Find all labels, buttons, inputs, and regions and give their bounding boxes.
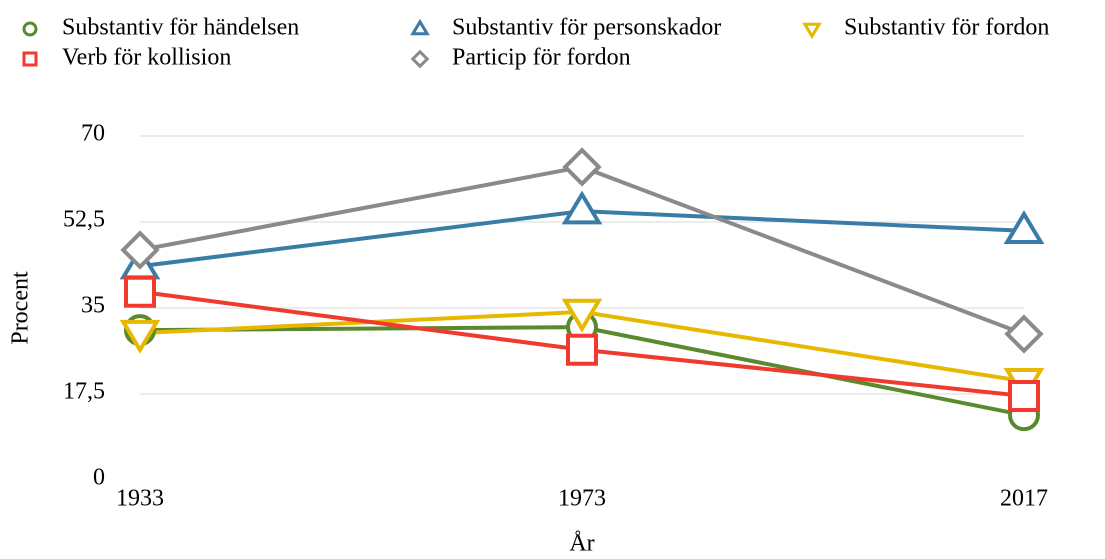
legend-label: Substantiv för händelsen bbox=[62, 15, 299, 41]
y-tick-label: 0 bbox=[93, 465, 105, 491]
legend-marker bbox=[410, 18, 430, 36]
legend-label: Substantiv för fordon bbox=[844, 15, 1049, 41]
legend-label: Substantiv för personskador bbox=[452, 15, 721, 41]
data-point bbox=[561, 190, 603, 225]
y-tick-label: 35 bbox=[81, 293, 105, 319]
data-point bbox=[561, 298, 603, 333]
x-tick-label: 1933 bbox=[116, 486, 164, 512]
data-point bbox=[1003, 210, 1045, 245]
legend-marker bbox=[22, 51, 38, 67]
y-axis-label: Procent bbox=[8, 271, 34, 345]
data-point bbox=[124, 275, 156, 308]
data-point bbox=[1004, 314, 1044, 354]
x-axis-label: År bbox=[569, 531, 594, 557]
legend-label: Verb för kollision bbox=[62, 45, 231, 71]
data-point bbox=[566, 333, 598, 366]
data-point bbox=[562, 147, 602, 187]
data-point bbox=[119, 319, 161, 354]
legend-marker bbox=[22, 21, 38, 37]
data-point bbox=[120, 230, 160, 270]
legend-marker bbox=[410, 49, 430, 69]
y-tick-label: 17,5 bbox=[63, 379, 105, 405]
data-point bbox=[1008, 379, 1040, 412]
x-tick-label: 1973 bbox=[558, 486, 606, 512]
y-tick-label: 70 bbox=[81, 121, 105, 147]
y-tick-label: 52,5 bbox=[63, 207, 105, 233]
legend-marker bbox=[802, 22, 822, 40]
x-tick-label: 2017 bbox=[1000, 486, 1048, 512]
legend-label: Particip för fordon bbox=[452, 45, 631, 71]
